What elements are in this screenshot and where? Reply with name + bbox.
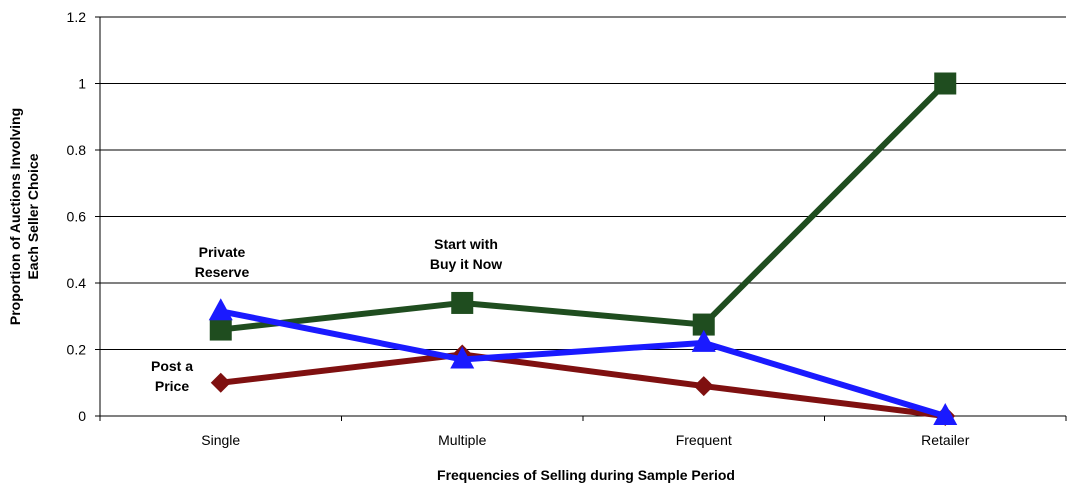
data-point-square [934,72,957,95]
annotation-line: Reserve [195,264,250,280]
series-annotation-start_buy_now: Start with Buy it Now [430,236,502,272]
x-axis-title: Frequencies of Selling during Sample Per… [437,467,735,483]
gridlines [100,16,1066,350]
data-point-square [692,313,715,336]
y-tick-labels: 0 0.2 0.4 0.6 0.8 1 1.2 [67,9,87,424]
y-axis-title-line: Proportion of Auctions Involving [7,108,23,325]
series-line [220,308,947,419]
data-point-square [209,318,232,341]
x-tick-label: Multiple [438,432,486,448]
data-point-triangle [450,346,475,369]
series-group [208,72,958,426]
data-point-square [451,291,474,314]
data-point-triangle [208,298,233,321]
y-tick-label: 0.4 [67,275,87,291]
y-tick-label: 1.2 [67,9,87,25]
series-line [220,81,948,333]
x-tick-label: Single [201,432,240,448]
y-tick-label: 0.2 [67,342,87,358]
annotation-line: Buy it Now [430,256,502,272]
annotation-line: Start with [434,236,498,252]
x-tick-label: Retailer [921,432,970,448]
data-point-triangle [933,403,958,425]
x-tick-labels: Single Multiple Frequent Retailer [201,432,969,448]
y-axis-title: Proportion of Auctions Involving Each Sel… [7,108,41,325]
y-tick-label: 0 [78,408,86,424]
y-tick-label: 1 [78,76,86,92]
axes [95,16,1067,421]
annotations: Start with Buy it Now Post a Price Private Re… [151,236,502,394]
data-point-diamond [693,376,714,397]
y-tick-label: 0.6 [67,209,87,225]
data-point-diamond [210,372,231,393]
x-tick-label: Frequent [676,432,732,448]
series-private_reserve [208,298,958,425]
series-annotation-private_reserve: Private Reserve [195,244,250,280]
y-axis-title-line: Each Seller Choice [25,153,41,279]
annotation-line: Post a [151,358,193,374]
series-line [220,351,946,419]
series-annotation-post_price: Post a Price [151,358,193,394]
series-start_buy_now [209,72,957,341]
data-point-triangle [691,329,716,352]
annotation-line: Private [199,244,246,260]
annotation-line: Price [155,378,189,394]
y-tick-label: 0.8 [67,142,87,158]
